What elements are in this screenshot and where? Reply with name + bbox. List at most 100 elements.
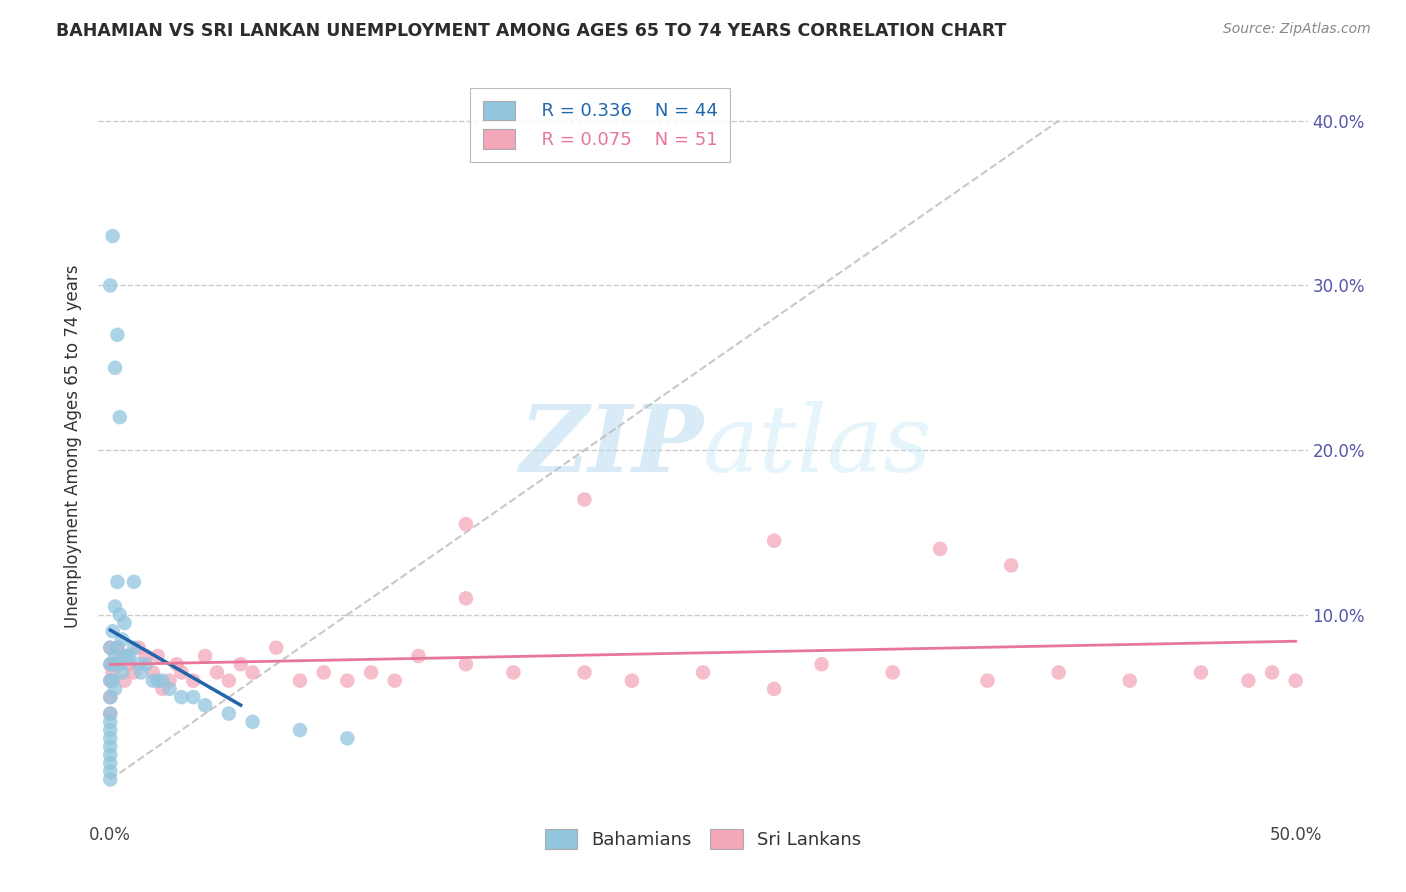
- Point: [152, 681, 174, 696]
- Point: [101, 665, 124, 680]
- Point: [1237, 673, 1260, 688]
- Point: [336, 673, 359, 688]
- Point: [170, 665, 193, 680]
- Point: [105, 327, 128, 342]
- Point: [152, 673, 174, 688]
- Point: [146, 648, 169, 663]
- Point: [170, 690, 193, 705]
- Point: [122, 640, 145, 655]
- Point: [128, 657, 150, 672]
- Point: [502, 665, 524, 680]
- Point: [146, 673, 169, 688]
- Point: [1119, 673, 1142, 688]
- Point: [408, 648, 430, 663]
- Point: [104, 360, 127, 375]
- Point: [181, 673, 204, 688]
- Point: [101, 673, 124, 688]
- Point: [98, 714, 121, 729]
- Point: [1261, 665, 1284, 680]
- Point: [105, 574, 128, 589]
- Point: [242, 665, 264, 680]
- Point: [194, 648, 217, 663]
- Point: [229, 657, 252, 672]
- Point: [454, 657, 477, 672]
- Point: [104, 599, 127, 614]
- Point: [104, 657, 127, 672]
- Y-axis label: Unemployment Among Ages 65 to 74 years: Unemployment Among Ages 65 to 74 years: [65, 264, 83, 628]
- Point: [108, 410, 131, 425]
- Point: [194, 698, 217, 713]
- Point: [135, 657, 157, 672]
- Point: [128, 640, 150, 655]
- Point: [384, 673, 406, 688]
- Point: [763, 681, 786, 696]
- Point: [1047, 665, 1070, 680]
- Point: [620, 673, 643, 688]
- Point: [810, 657, 832, 672]
- Point: [122, 574, 145, 589]
- Point: [105, 640, 128, 655]
- Text: Source: ZipAtlas.com: Source: ZipAtlas.com: [1223, 22, 1371, 37]
- Point: [118, 657, 141, 672]
- Point: [574, 492, 596, 507]
- Point: [98, 731, 121, 746]
- Point: [98, 657, 121, 672]
- Point: [98, 673, 121, 688]
- Point: [105, 640, 128, 655]
- Point: [882, 665, 904, 680]
- Point: [101, 657, 124, 672]
- Point: [98, 278, 121, 293]
- Point: [929, 541, 952, 556]
- Point: [288, 673, 311, 688]
- Point: [166, 657, 188, 672]
- Point: [763, 533, 786, 548]
- Point: [142, 665, 165, 680]
- Point: [122, 665, 145, 680]
- Point: [98, 739, 121, 754]
- Point: [108, 657, 131, 672]
- Point: [108, 607, 131, 622]
- Point: [118, 648, 141, 663]
- Point: [1285, 673, 1308, 688]
- Point: [454, 591, 477, 606]
- Point: [98, 747, 121, 762]
- Legend: Bahamians, Sri Lankans: Bahamians, Sri Lankans: [537, 822, 869, 856]
- Point: [1189, 665, 1212, 680]
- Point: [242, 714, 264, 729]
- Point: [159, 673, 181, 688]
- Point: [574, 665, 596, 680]
- Point: [104, 681, 127, 696]
- Point: [98, 657, 121, 672]
- Point: [360, 665, 382, 680]
- Point: [181, 690, 204, 705]
- Point: [98, 673, 121, 688]
- Point: [98, 706, 121, 721]
- Point: [98, 764, 121, 779]
- Point: [98, 640, 121, 655]
- Point: [98, 690, 121, 705]
- Point: [114, 673, 136, 688]
- Point: [976, 673, 998, 688]
- Point: [205, 665, 228, 680]
- Point: [101, 624, 124, 639]
- Point: [692, 665, 714, 680]
- Point: [104, 648, 127, 663]
- Point: [336, 731, 359, 746]
- Point: [114, 615, 136, 630]
- Point: [115, 648, 138, 663]
- Point: [264, 640, 287, 655]
- Point: [1000, 558, 1022, 573]
- Text: BAHAMIAN VS SRI LANKAN UNEMPLOYMENT AMONG AGES 65 TO 74 YEARS CORRELATION CHART: BAHAMIAN VS SRI LANKAN UNEMPLOYMENT AMON…: [56, 22, 1007, 40]
- Point: [218, 673, 240, 688]
- Point: [111, 632, 134, 647]
- Point: [312, 665, 335, 680]
- Point: [288, 723, 311, 737]
- Point: [98, 772, 121, 787]
- Point: [98, 723, 121, 737]
- Point: [111, 665, 134, 680]
- Point: [159, 681, 181, 696]
- Point: [101, 229, 124, 244]
- Point: [111, 648, 134, 663]
- Point: [218, 706, 240, 721]
- Point: [454, 517, 477, 532]
